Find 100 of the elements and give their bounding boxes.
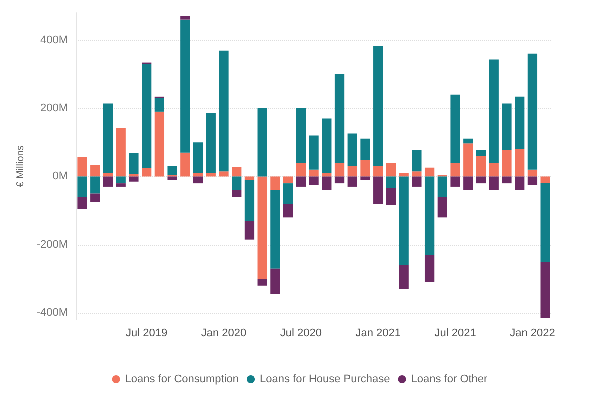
bar	[386, 163, 396, 177]
bar	[464, 144, 474, 177]
bar	[103, 176, 114, 187]
bar	[309, 136, 319, 170]
bar	[180, 16, 190, 20]
bar	[142, 168, 152, 177]
bar	[348, 176, 358, 187]
bar	[309, 176, 319, 186]
bar	[502, 150, 512, 177]
bar	[399, 176, 409, 266]
bar	[219, 172, 229, 177]
bar	[244, 176, 255, 180]
bar	[360, 138, 370, 160]
bar	[528, 170, 538, 177]
bar	[540, 176, 550, 184]
bar	[78, 157, 88, 177]
bar	[502, 104, 512, 150]
legend-label: Loans for Consumption	[125, 374, 240, 386]
bar	[334, 74, 345, 164]
bar	[348, 166, 358, 177]
bar	[258, 108, 268, 177]
y-axis-title: € Millions	[16, 146, 26, 188]
y-tick-label: 200M	[40, 102, 68, 115]
bar	[116, 184, 126, 187]
bar	[450, 94, 460, 164]
x-tick-label: Jan 2021	[356, 328, 401, 340]
bar	[374, 176, 384, 204]
bar	[515, 176, 525, 190]
bar	[386, 176, 396, 188]
bar	[129, 174, 139, 177]
bar	[399, 265, 409, 290]
legend-label: Loans for Other	[411, 374, 488, 386]
x-tick-label: Jul 2021	[434, 328, 476, 340]
bar	[450, 176, 460, 187]
bar	[386, 188, 396, 206]
bar	[540, 184, 550, 262]
x-tick-label: Jul 2019	[126, 328, 168, 340]
legend-label: Loans for House Purchase	[260, 374, 390, 386]
bar	[528, 176, 538, 186]
x-tick-label: Jan 2022	[510, 328, 556, 340]
bar	[464, 176, 474, 190]
y-tick-label: -400M	[36, 307, 68, 320]
x-tick-label: Jan 2020	[201, 328, 247, 340]
bar	[103, 104, 114, 174]
bar	[219, 50, 229, 172]
bar	[258, 176, 268, 280]
bar	[129, 153, 139, 174]
bar	[193, 142, 204, 174]
bar	[438, 197, 448, 218]
bar	[476, 150, 486, 156]
bar	[78, 197, 88, 210]
bar	[476, 176, 486, 184]
bar	[90, 165, 100, 177]
bar	[90, 194, 100, 202]
bar	[424, 176, 435, 256]
bar	[489, 176, 499, 190]
bar	[348, 134, 358, 166]
bar	[232, 167, 242, 177]
y-tick-label: -200M	[36, 238, 68, 251]
bar	[296, 176, 306, 187]
bar	[154, 98, 165, 112]
bar	[424, 255, 435, 282]
bar	[154, 112, 165, 177]
bar	[540, 262, 550, 318]
bar	[90, 176, 100, 194]
bar	[283, 176, 294, 184]
bar	[322, 118, 332, 174]
bar	[476, 156, 486, 177]
bar	[374, 46, 384, 166]
bar	[168, 176, 178, 180]
bar	[489, 163, 499, 177]
bar	[412, 150, 422, 172]
bar	[244, 221, 255, 240]
bar	[283, 184, 294, 204]
bar	[528, 54, 538, 170]
bar	[193, 176, 204, 184]
bar	[374, 166, 384, 177]
bar	[78, 176, 88, 198]
bar	[412, 172, 422, 177]
bar	[464, 138, 474, 144]
y-tick-label: 400M	[40, 34, 68, 46]
bar	[244, 180, 255, 222]
bar	[450, 163, 460, 177]
bar	[232, 176, 242, 190]
bar	[438, 176, 448, 198]
bar	[232, 190, 242, 198]
bar	[296, 108, 306, 164]
bar	[515, 96, 525, 150]
bar	[270, 190, 280, 269]
bar	[360, 160, 370, 177]
bar	[360, 176, 370, 180]
bar	[515, 149, 525, 177]
bar	[270, 176, 280, 190]
bar	[334, 163, 345, 177]
bar	[206, 113, 216, 174]
bar	[142, 64, 152, 168]
bar	[502, 176, 512, 184]
bar	[334, 176, 345, 184]
x-tick-label: Jul 2020	[280, 328, 322, 340]
bar	[180, 152, 190, 177]
